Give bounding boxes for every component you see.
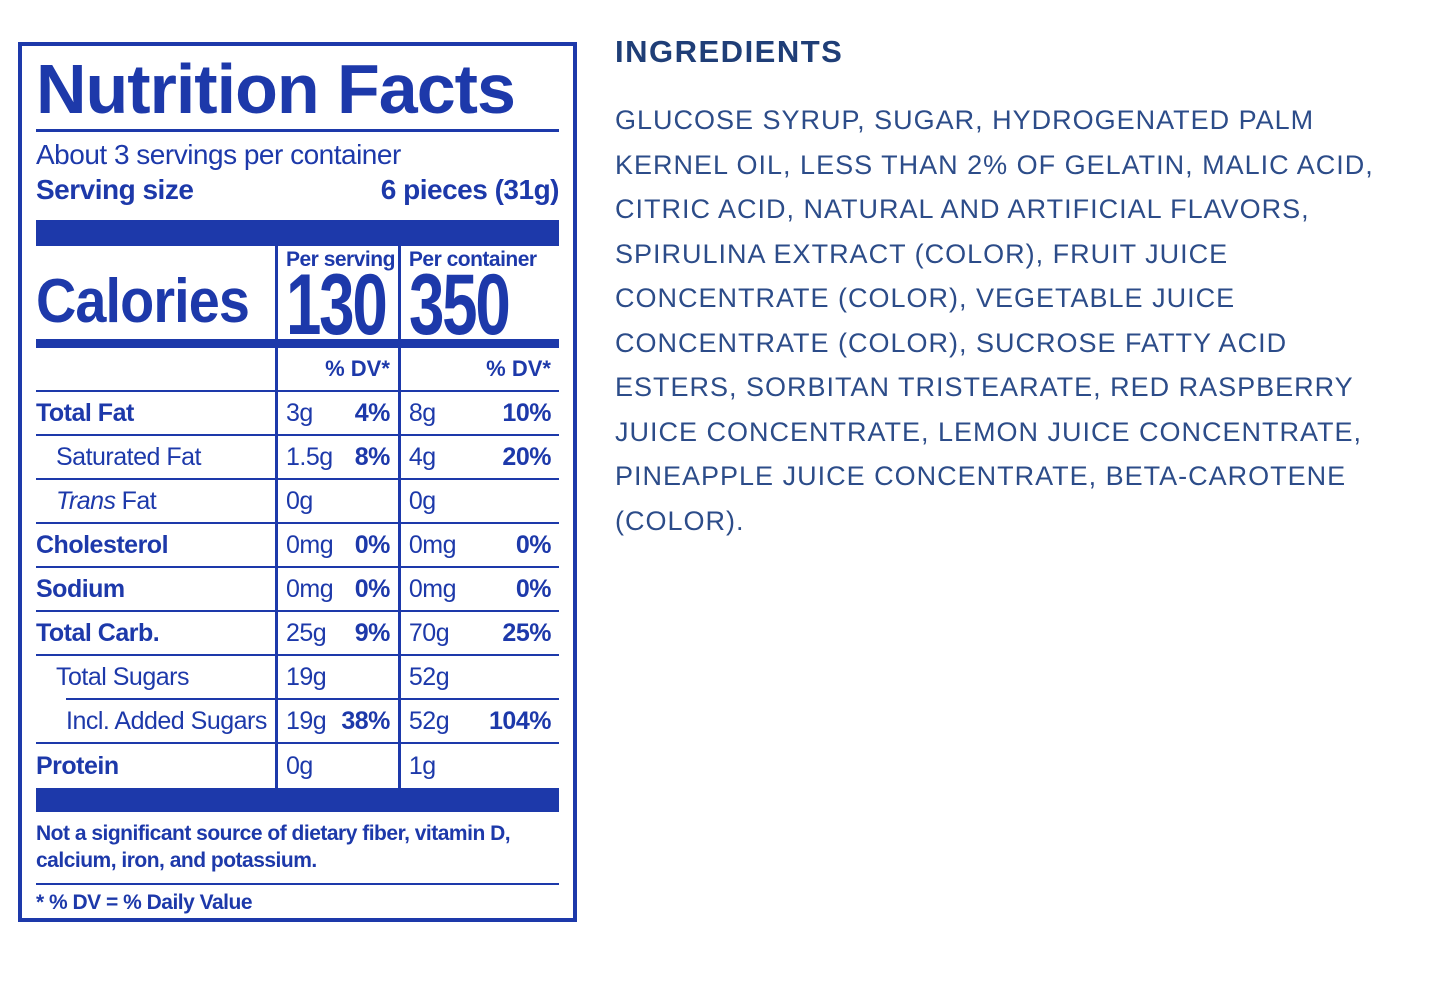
per-container-cell: 1g (397, 744, 559, 789)
per-serving-amount: 0g (286, 486, 313, 515)
calories-per-container-value: 350 (408, 257, 511, 354)
calories-per-serving-value: 130 (286, 257, 388, 354)
nutrient-row: Cholesterol 0mg 0% 0mg 0% (36, 524, 559, 569)
per-serving-amount: 0mg (286, 530, 334, 559)
calories-label-cell: Calories (36, 246, 275, 349)
nutrition-facts-label: Nutrition Facts About 3 servings per con… (18, 42, 577, 922)
per-serving-header: Per serving (286, 248, 395, 272)
per-container-cell: 52g 104% (397, 700, 559, 745)
per-serving-dv: 0% (354, 574, 391, 603)
thick-separator-top (36, 220, 559, 247)
ingredients-heading: INGREDIENTS (615, 34, 844, 69)
per-serving-amount: 1.5g (286, 442, 333, 471)
dv-header-per-serving: % DV* (275, 348, 398, 393)
per-serving-amount: 0g (286, 751, 313, 780)
dv-header-empty-cell (36, 348, 275, 393)
ingredients-text: GLUCOSE SYRUP, SUGAR, HYDROGENATED PALM … (615, 105, 1374, 536)
per-serving-cell: 1.5g 8% (275, 436, 398, 481)
per-container-dv: 25% (502, 618, 551, 647)
nutrient-label: Saturated Fat (36, 436, 275, 481)
per-serving-cell: 0g (275, 744, 398, 789)
thick-separator-bottom (36, 788, 559, 813)
per-container-cell: 8g 10% (397, 392, 559, 437)
dv-header-per-container: % DV* (397, 348, 559, 393)
per-container-cell: 70g 25% (397, 612, 559, 657)
per-serving-dv: 0% (354, 530, 391, 559)
serving-size-value: 6 pieces (31g) (380, 174, 560, 206)
per-serving-amount: 19g (286, 662, 327, 691)
per-container-cell: 4g 20% (397, 436, 559, 481)
nutrient-row: Incl. Added Sugars 19g 38% 52g 104% (36, 700, 559, 745)
per-serving-amount: 3g (286, 398, 313, 427)
per-serving-dv: 38% (341, 706, 390, 735)
per-serving-cell: 19g 38% (275, 700, 398, 745)
per-serving-cell: 25g 9% (275, 612, 398, 657)
calories-label: Calories (36, 267, 250, 337)
label-title: Nutrition Facts (36, 50, 516, 128)
nutrient-label: Total Fat (36, 392, 275, 437)
nutrient-label: Protein (36, 751, 119, 780)
per-container-header: Per container (408, 248, 537, 272)
footnote: Not a significant source of dietary fibe… (36, 822, 511, 873)
per-serving-cell: 19g (275, 656, 398, 701)
nutrient-row: Sodium 0mg 0% 0mg 0% (36, 568, 559, 613)
per-serving-cell: 0mg 0% (275, 524, 398, 569)
nutrient-row: Total Fat 3g 4% 8g 10% (36, 392, 559, 437)
per-container-amount: 1g (408, 751, 436, 780)
per-container-amount: 8g (408, 398, 436, 427)
nutrient-label: Incl. Added Sugars (36, 700, 275, 745)
nutrient-label: Total Sugars (36, 656, 275, 701)
per-serving-amount: 25g (286, 618, 327, 647)
nutrient-row: Protein 0g 1g (36, 744, 559, 789)
per-container-dv: 0% (515, 530, 552, 559)
per-container-amount: 52g (408, 662, 450, 691)
nutrient-row: Trans Fat 0g 0g (36, 480, 559, 525)
per-serving-cell: 0g (275, 480, 398, 525)
per-container-cell: 0g (397, 480, 559, 525)
nutrient-rows: Total Fat 3g 4% 8g 10% Saturated Fat 1.5… (36, 392, 559, 789)
per-container-dv: 10% (502, 398, 551, 427)
nutrient-row: Total Carb. 25g 9% 70g 25% (36, 612, 559, 657)
calories-section: Calories Per serving 130 Per container 3… (36, 246, 559, 354)
per-container-amount: 0mg (408, 530, 457, 559)
nutrient-label: Cholesterol (36, 524, 275, 569)
per-container-amount: 0mg (408, 574, 457, 603)
nutrient-row: Total Sugars 19g 52g (36, 656, 559, 701)
per-serving-dv: 8% (354, 442, 391, 471)
nutrient-label: Sodium (36, 568, 275, 613)
nutrient-row: Saturated Fat 1.5g 8% 4g 20% (36, 436, 559, 481)
title-divider (36, 129, 559, 133)
nutrient-label: Trans Fat (36, 480, 275, 525)
per-container-amount: 70g (408, 618, 450, 647)
per-serving-cell: 3g 4% (275, 392, 398, 437)
per-container-amount: 4g (408, 442, 436, 471)
ingredients-panel: INGREDIENTS GLUCOSE SYRUP, SUGAR, HYDROG… (615, 34, 1415, 543)
footnote-divider (36, 883, 559, 886)
serving-size-row: Serving size 6 pieces (31g) (36, 174, 560, 206)
per-container-cell: 0mg 0% (397, 524, 559, 569)
per-container-amount: 0g (408, 486, 436, 515)
calories-per-serving-cell: Per serving 130 (275, 246, 398, 354)
per-container-dv: 0% (515, 574, 552, 603)
nutrient-label: Total Carb. (36, 612, 275, 657)
per-serving-amount: 19g (286, 706, 327, 735)
per-container-amount: 52g (408, 706, 450, 735)
servings-per-container: About 3 servings per container (36, 139, 401, 171)
per-container-cell: 52g (397, 656, 559, 701)
per-serving-amount: 0mg (286, 574, 334, 603)
per-serving-cell: 0mg 0% (275, 568, 398, 613)
per-container-dv: 104% (489, 706, 551, 735)
per-container-cell: 0mg 0% (397, 568, 559, 613)
serving-size-label: Serving size (36, 174, 194, 206)
per-serving-dv: 4% (354, 398, 391, 427)
calories-per-container-cell: Per container 350 (397, 246, 559, 354)
per-serving-dv: 9% (354, 618, 391, 647)
per-container-dv: 20% (502, 442, 551, 471)
daily-value-note: * % DV = % Daily Value (36, 891, 253, 915)
dv-header-row: % DV* % DV* (36, 348, 559, 393)
